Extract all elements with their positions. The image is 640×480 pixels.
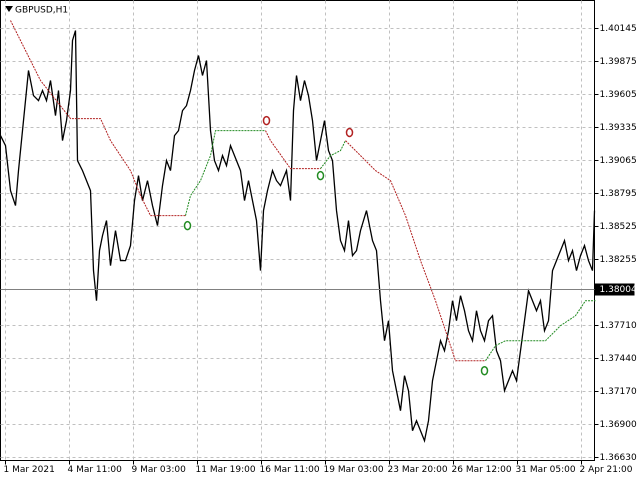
y-tick-label: 1.37170: [600, 387, 637, 397]
trend-line: [320, 140, 346, 169]
y-tick-label: 1.38795: [600, 189, 637, 199]
y-tick-label: 1.39605: [600, 90, 637, 100]
current-price-box: [594, 283, 635, 296]
x-tick-label: 31 Mar 05:00: [516, 465, 576, 475]
y-tick-label: 1.38525: [600, 222, 637, 232]
current-price-label: 1.38004: [600, 285, 637, 295]
y-tick-label: 1.37440: [600, 354, 637, 364]
x-tick-label: 2 Apr 21:00: [580, 465, 633, 475]
signal-marker: [183, 220, 192, 231]
y-tick-label: 1.40145: [600, 24, 637, 34]
y-tick-label: 1.38255: [600, 255, 637, 265]
y-tick-label: 1.36630: [600, 453, 637, 463]
x-tick-label: 4 Mar 11:00: [68, 465, 123, 475]
y-tick-label: 1.39335: [600, 123, 637, 133]
signal-marker: [316, 170, 325, 181]
trend-line: [265, 130, 321, 170]
signal-marker: [262, 115, 271, 126]
trend-line: [10, 20, 186, 217]
y-tick-label: 1.39875: [600, 57, 637, 67]
y-tick-label: 1.37710: [600, 321, 637, 331]
x-tick-label: 1 Mar 2021: [4, 465, 55, 475]
x-tick-label: 16 Mar 11:00: [260, 465, 320, 475]
trend-line: [185, 130, 266, 216]
signal-marker: [345, 127, 354, 138]
plot-frame: [0, 0, 595, 461]
y-tick-label: 1.36900: [600, 420, 637, 430]
x-tick-label: 11 Mar 19:00: [196, 465, 256, 475]
x-tick-label: 26 Mar 12:00: [452, 465, 512, 475]
signal-marker: [480, 365, 489, 376]
y-tick-label: 1.39065: [600, 156, 637, 166]
chart-title: GBPUSD,H1: [15, 6, 68, 16]
trend-line: [485, 300, 596, 361]
x-tick-label: 9 Mar 03:00: [132, 465, 187, 475]
trend-line: [345, 140, 486, 362]
symbol-menu-icon[interactable]: [5, 6, 13, 12]
x-tick-label: 23 Mar 20:00: [388, 465, 448, 475]
x-tick-label: 19 Mar 03:00: [324, 465, 384, 475]
price-line: [0, 30, 596, 443]
